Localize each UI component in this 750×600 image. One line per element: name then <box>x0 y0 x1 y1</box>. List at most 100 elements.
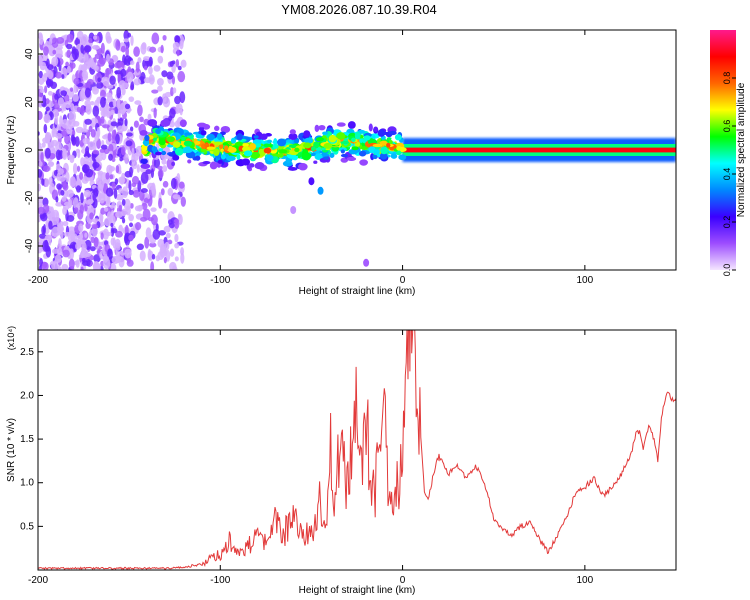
spectrogram-isolated-cell <box>290 206 297 214</box>
spectrogram-noise-cell <box>55 211 60 224</box>
spectrogram-noise-cell <box>180 59 187 68</box>
spectrogram-signal-cell <box>373 126 379 132</box>
spectrogram-noise-cell <box>94 53 102 60</box>
spectrogram-noise-cell <box>147 248 152 261</box>
spectrogram-noise-cell <box>51 56 59 67</box>
spectrogram-noise-cell <box>83 189 91 198</box>
spectrogram-signal-cell <box>224 145 229 151</box>
spectrogram-signal-cell <box>260 133 268 140</box>
spectrogram-noise-cell <box>106 84 114 89</box>
colorbar-tick-label: 0.0 <box>722 264 732 277</box>
spectrogram-noise-cell <box>57 168 64 175</box>
spectrogram-noise-cell <box>73 207 79 214</box>
spectrogram-noise-cell <box>133 120 139 128</box>
x-tick-label: 100 <box>577 275 594 286</box>
spectrogram-signal-cell <box>340 149 345 154</box>
spectrogram-signal-cell <box>219 143 224 149</box>
spectrogram-noise-cell <box>84 100 88 106</box>
spectrogram-band-core <box>402 147 676 153</box>
colorbar-ticks: 0.0 0.2 0.4 0.6 0.8 <box>722 72 736 277</box>
spectrogram-noise-cell <box>78 253 86 258</box>
spectrogram-noise-cell <box>45 98 50 105</box>
spectrogram-noise-cell <box>147 182 155 190</box>
spectrogram-noise-cell <box>93 187 99 197</box>
spectrogram-noise-cell <box>100 232 104 240</box>
spectrogram-noise-cell <box>81 176 89 184</box>
spectrogram-signal-cell <box>227 146 237 153</box>
spectrogram-signal-cell <box>323 156 329 160</box>
spectrogram-signal-cell <box>220 154 226 160</box>
spectrogram-signal-cell <box>379 152 388 160</box>
spectrogram-noise-cell <box>140 216 148 222</box>
spectrogram-noise-cell <box>109 263 117 270</box>
spectrogram-noise-cell <box>134 100 142 105</box>
spectrogram-signal-cell <box>155 151 162 156</box>
spectrogram-noise-cell <box>157 55 164 64</box>
spectrogram-noise-cell <box>79 172 84 180</box>
spectrogram-noise-cell <box>176 49 180 57</box>
spectrogram-signal-cell <box>388 130 397 136</box>
spectrogram-noise-cell <box>121 217 126 224</box>
spectrogram-noise-cell <box>114 255 123 260</box>
spectrogram-noise-cell <box>46 76 52 89</box>
spectrogram-noise-cell <box>135 61 140 73</box>
spectrogram-noise-cell <box>50 211 56 218</box>
spectrogram-noise-cell <box>155 223 159 232</box>
spectrogram-noise-cell <box>107 132 112 142</box>
spectrogram-noise-cell <box>38 183 41 192</box>
snr-y-multiplier: (x10⁴) <box>6 326 16 350</box>
spectrogram-noise-cell <box>52 49 57 55</box>
spectrogram-noise-cell <box>58 238 62 250</box>
spectrogram-signal-cell <box>340 153 348 158</box>
spectrogram-noise-cell <box>129 126 134 132</box>
spectrogram-noise-cell <box>97 77 102 83</box>
spectrogram-noise-cell <box>147 113 152 121</box>
spectrogram-noise-cell <box>101 140 105 146</box>
spectrogram-noise-cell <box>172 265 178 270</box>
spectrogram-noise-cell <box>157 165 164 171</box>
spectrogram-noise-cell <box>66 65 71 74</box>
spectrogram-noise-cell <box>88 38 93 44</box>
x-tick-label: 100 <box>577 575 594 586</box>
spectrogram-noise-cell <box>124 118 128 127</box>
spectrogram-noise-cell <box>136 164 140 173</box>
x-tick-label: -100 <box>210 575 230 586</box>
spectrogram-noise-cell <box>129 166 133 178</box>
spectrogram-noise-cell <box>90 100 95 106</box>
y-tick-label: 20 <box>24 96 35 108</box>
spectrogram-noise-cell <box>38 233 47 239</box>
spectrogram-signal-cell <box>194 140 201 145</box>
spectrogram-signal-cell <box>379 140 388 146</box>
spectrogram-noise-cell <box>48 161 55 166</box>
spectrogram-noise-cell <box>60 90 68 96</box>
spectrogram-noise-cell <box>68 258 75 270</box>
spectrogram-noise-cell <box>128 179 132 192</box>
x-tick-label: -200 <box>28 575 48 586</box>
spectrogram-noise-cell <box>106 53 111 63</box>
spectrogram-noise-cell <box>82 137 90 145</box>
spectrogram-noise-cell <box>113 187 118 200</box>
spectrogram-noise-cell <box>38 161 43 167</box>
spectrogram-signal-cell <box>236 154 241 160</box>
spectrogram-noise-cell <box>139 116 144 123</box>
spectrogram-signal-cell <box>298 162 308 171</box>
spectrogram-signal-cell <box>368 123 373 132</box>
spectrogram-signal-cell <box>265 154 274 162</box>
spectrogram-noise-cell <box>55 196 59 203</box>
spectrogram-noise-cell <box>93 261 97 269</box>
spectrogram-signal-cell <box>250 151 261 159</box>
spectrogram-isolated-cell <box>363 258 370 267</box>
spectrogram-signal-cell <box>359 159 368 166</box>
spectrogram-noise-cell <box>75 242 81 250</box>
spectrogram-noise-cell <box>42 240 49 252</box>
spectrogram-noise-cell <box>47 70 54 80</box>
spectrogram-signal-cell <box>214 125 220 131</box>
spectrogram-noise-cell <box>77 234 84 239</box>
spectrogram-noise-cell <box>96 126 101 139</box>
spectrogram-noise-cell <box>61 263 69 270</box>
spectrogram-noise-cell <box>143 56 151 62</box>
spectrogram-signal-cell <box>172 154 180 161</box>
colorbar-label: Normalized spectral amplitude <box>736 82 747 217</box>
spectrogram-signal-cell <box>396 150 402 156</box>
